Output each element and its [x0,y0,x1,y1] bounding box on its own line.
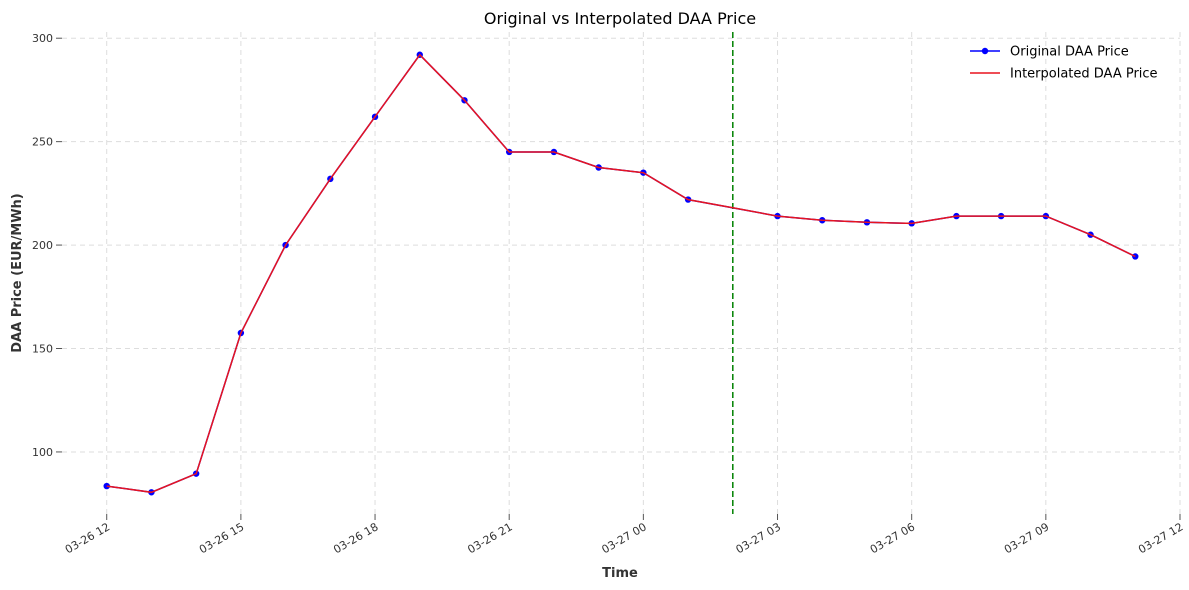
legend-label: Original DAA Price [1010,45,1129,60]
x-tick-label: 03-27 06 [868,520,917,556]
legend-label: Interpolated DAA Price [1010,67,1158,82]
x-tick-label: 03-26 12 [63,520,112,556]
grid-lines [62,32,1181,514]
x-axis: 03-26 12 03-26 15 03-26 18 03-26 21 03-27 00… [63,514,1186,556]
series-line [106,53,1136,494]
y-tick-label: 250 [32,136,53,149]
chart-title: Original vs Interpolated DAA Price [484,9,756,28]
y-axis-title: DAA Price (EUR/MWh) [10,193,25,353]
x-tick-label: 03-26 21 [465,520,514,556]
legend: Original DAA Price Interpolated DAA Price [970,45,1158,82]
y-tick-label: 150 [32,343,53,356]
x-axis-title: Time [602,566,638,581]
x-tick-label: 03-26 15 [197,520,246,556]
legend-marker [981,47,989,55]
x-tick-label: 03-27 12 [1136,520,1185,556]
x-tick-label: 03-26 18 [331,520,380,556]
x-tick-label: 03-27 00 [600,520,649,556]
y-tick-label: 200 [32,239,53,252]
series-line [106,53,1136,494]
x-tick-label: 03-27 03 [734,520,783,556]
y-axis: 100 150 200 250 300 [32,32,62,459]
x-tick-label: 03-27 09 [1002,520,1051,556]
y-tick-label: 100 [32,446,53,459]
y-tick-label: 300 [32,32,53,45]
series-layer [103,51,1139,496]
